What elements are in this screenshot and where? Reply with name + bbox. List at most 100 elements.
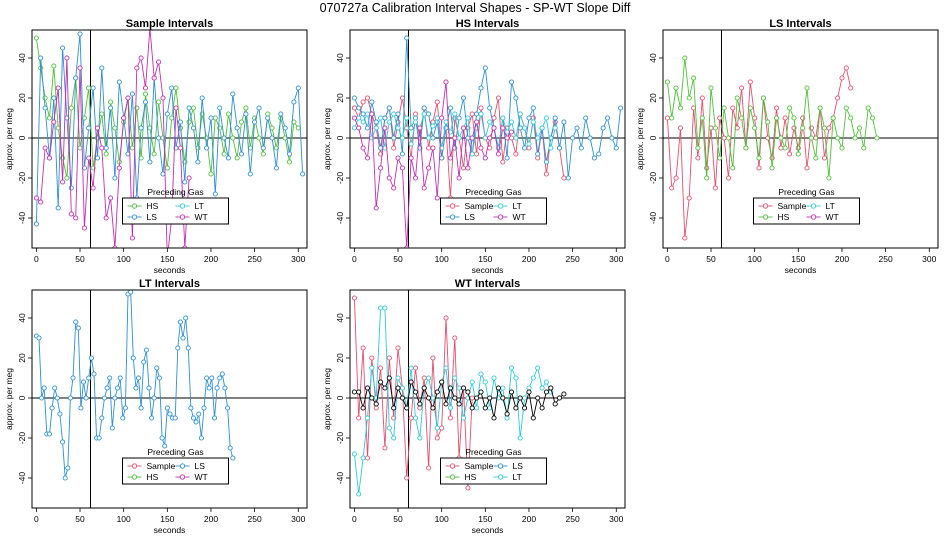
y-tick-label: -40 (648, 212, 658, 225)
data-point (83, 395, 89, 401)
data-point (378, 115, 384, 121)
data-point (508, 79, 515, 85)
data-point (64, 55, 70, 61)
data-point (243, 105, 249, 111)
data-point (522, 145, 528, 151)
data-point (177, 145, 183, 151)
data-point (478, 371, 484, 377)
x-tick-label: 250 (566, 514, 580, 524)
data-point (101, 395, 108, 401)
plot-area (351, 35, 624, 248)
x-tick-label: 100 (748, 254, 762, 264)
data-point (508, 129, 515, 135)
y-tick-label: 40 (648, 53, 658, 63)
data-point (386, 119, 392, 125)
data-point (212, 191, 218, 197)
data-point (201, 405, 207, 411)
x-tick-label: 200 (522, 514, 536, 524)
data-point (717, 115, 723, 121)
y-tick-label: -20 (335, 172, 345, 185)
data-point (167, 411, 173, 417)
x-tick-label: 0 (352, 254, 357, 264)
data-point (426, 465, 432, 471)
data-point (469, 111, 475, 117)
data-point (39, 395, 45, 401)
data-point (861, 145, 867, 151)
y-tick-label: 0 (335, 395, 345, 400)
legend-marker (179, 214, 186, 220)
data-point (491, 415, 497, 421)
data-point (286, 159, 293, 165)
plot-area (33, 290, 236, 481)
data-point (399, 395, 405, 401)
data-point (57, 411, 63, 417)
data-point (439, 155, 445, 161)
data-point (108, 99, 114, 105)
data-point (795, 151, 801, 157)
y-tick-label: 20 (17, 93, 27, 103)
data-point (141, 359, 147, 365)
data-point (142, 91, 149, 97)
legend-label-sample: Sample (147, 461, 176, 471)
data-point (77, 31, 83, 37)
legend-label-sample: Sample (778, 201, 807, 211)
data-point (164, 405, 170, 411)
legend-label-lt: LT (513, 201, 522, 211)
data-point (49, 405, 55, 411)
data-point (395, 111, 401, 117)
legend-title: Preceding Gas (147, 187, 203, 197)
data-point (217, 105, 223, 111)
data-point (421, 375, 427, 381)
y-axis-label: approx. per meg (4, 368, 14, 430)
data-point (147, 159, 153, 165)
data-point (447, 385, 453, 391)
data-point (721, 105, 727, 111)
data-point (360, 405, 366, 411)
x-tick-label: 150 (478, 254, 492, 264)
data-point (169, 85, 175, 91)
data-point (669, 115, 675, 121)
data-point (699, 95, 705, 101)
data-point (856, 125, 862, 131)
data-point (543, 389, 549, 395)
data-point (103, 145, 109, 151)
data-point (121, 115, 127, 121)
data-point (107, 375, 113, 381)
data-point (129, 235, 135, 241)
data-point (535, 395, 541, 401)
data-point (456, 175, 462, 181)
data-point (421, 385, 427, 391)
data-point (38, 199, 44, 205)
y-tick-label: 0 (648, 135, 658, 140)
data-point (804, 85, 810, 91)
data-point (204, 375, 210, 381)
data-point (548, 385, 554, 391)
series-hs (664, 55, 880, 181)
data-point (99, 65, 105, 71)
data-point (482, 379, 488, 385)
data-point (55, 205, 61, 211)
data-point (495, 151, 501, 157)
data-point (773, 115, 780, 121)
series-line-ls (36, 291, 234, 479)
data-point (478, 389, 484, 395)
y-tick-label: 40 (335, 53, 345, 63)
y-tick-label: 40 (335, 313, 345, 323)
data-point (417, 401, 423, 407)
x-tick-label: 0 (352, 514, 357, 524)
data-point (360, 119, 366, 125)
data-point (33, 221, 39, 227)
data-point (787, 105, 793, 111)
x-tick-label: 150 (160, 254, 174, 264)
data-point (682, 235, 688, 241)
data-point (843, 65, 849, 71)
y-tick-label: 20 (648, 93, 658, 103)
data-point (99, 111, 105, 117)
data-point (64, 175, 70, 181)
data-point (177, 119, 183, 125)
data-point (364, 415, 371, 421)
data-point (469, 395, 475, 401)
data-point (673, 175, 679, 181)
data-point (73, 215, 79, 221)
data-point (351, 451, 357, 457)
